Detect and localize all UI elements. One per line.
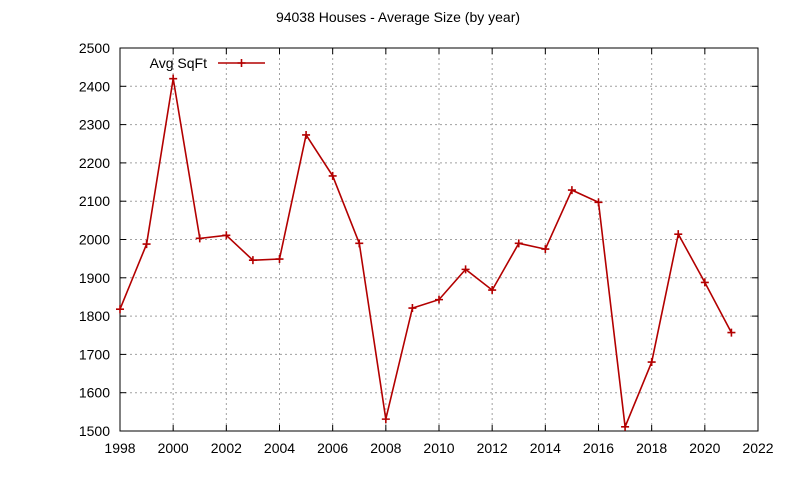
y-tick-label: 1600 <box>79 385 110 401</box>
x-tick-label: 1998 <box>104 440 135 456</box>
x-tick-label: 2020 <box>689 440 720 456</box>
data-point <box>328 171 337 180</box>
y-tick-label: 2500 <box>79 40 110 56</box>
y-tick-label: 2100 <box>79 193 110 209</box>
data-point <box>461 265 470 274</box>
data-point <box>727 328 736 337</box>
axes: 1998 2000 2002 2004 2006 2008 2010 2012 2014 2016… <box>79 40 774 456</box>
y-tick-label: 1500 <box>79 423 110 439</box>
y-tick-label: 2400 <box>79 78 110 94</box>
x-tick-label: 2004 <box>264 440 295 456</box>
x-tick-label: 2008 <box>370 440 401 456</box>
x-tick-label: 2014 <box>530 440 561 456</box>
y-tick-label: 2300 <box>79 117 110 133</box>
x-tick-label: 2016 <box>583 440 614 456</box>
data-point <box>647 358 656 367</box>
data-point <box>302 130 311 139</box>
data-point <box>674 230 683 239</box>
y-tick-label: 2200 <box>79 155 110 171</box>
series-line <box>119 78 733 430</box>
grid-lines <box>120 48 758 431</box>
legend-label: Avg SqFt <box>150 55 207 71</box>
x-tick-label: 2002 <box>211 440 242 456</box>
data-point <box>621 422 630 431</box>
data-point <box>594 198 603 207</box>
data-point <box>700 278 709 287</box>
data-point <box>222 231 231 240</box>
legend-marker <box>237 59 246 67</box>
data-point <box>514 239 523 248</box>
y-tick-label: 1800 <box>79 308 110 324</box>
data-point <box>142 240 151 249</box>
data-point <box>195 234 204 243</box>
data-point <box>275 255 284 264</box>
x-tick-label: 2010 <box>423 440 454 456</box>
legend: Avg SqFt <box>150 55 265 71</box>
data-point <box>408 304 417 313</box>
y-tick-label: 1700 <box>79 346 110 362</box>
series-layer <box>116 74 736 431</box>
data-point <box>541 245 550 254</box>
data-point <box>381 415 390 424</box>
data-point <box>116 305 124 314</box>
x-tick-label: 2000 <box>158 440 189 456</box>
y-tick-label: 1900 <box>79 270 110 286</box>
data-point <box>488 286 497 295</box>
data-point <box>355 239 364 248</box>
x-tick-label: 2018 <box>636 440 667 456</box>
x-tick-label: 2012 <box>477 440 508 456</box>
x-tick-label: 2022 <box>742 440 773 456</box>
chart-title: 94038 Houses - Average Size (by year) <box>276 9 520 25</box>
data-point <box>248 256 257 265</box>
data-point <box>435 295 443 304</box>
x-tick-label: 2006 <box>317 440 348 456</box>
data-point <box>169 74 178 83</box>
data-point <box>567 186 576 195</box>
y-tick-label: 2000 <box>79 232 110 248</box>
